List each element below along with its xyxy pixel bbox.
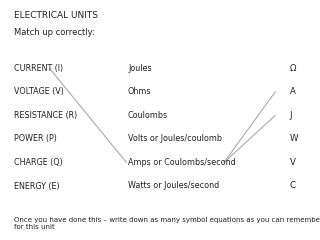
Text: Watts or Joules/second: Watts or Joules/second xyxy=(128,181,219,191)
Text: ENERGY (E): ENERGY (E) xyxy=(14,181,60,191)
Text: VOLTAGE (V): VOLTAGE (V) xyxy=(14,87,64,96)
Text: CHARGE (Q): CHARGE (Q) xyxy=(14,158,63,167)
Text: A: A xyxy=(290,87,295,96)
Text: C: C xyxy=(290,181,296,191)
Text: Ω: Ω xyxy=(290,64,296,73)
Text: J: J xyxy=(290,111,292,120)
Text: Volts or Joules/coulomb: Volts or Joules/coulomb xyxy=(128,134,222,144)
Text: ELECTRICAL UNITS: ELECTRICAL UNITS xyxy=(14,11,99,20)
Text: RESISTANCE (R): RESISTANCE (R) xyxy=(14,111,78,120)
Text: Ohms: Ohms xyxy=(128,87,151,96)
Text: Once you have done this – write down as many symbol equations as you can remembe: Once you have done this – write down as … xyxy=(14,217,320,230)
Text: Match up correctly:: Match up correctly: xyxy=(14,28,95,36)
Text: V: V xyxy=(290,158,295,167)
Text: Coulombs: Coulombs xyxy=(128,111,168,120)
Text: CURRENT (I): CURRENT (I) xyxy=(14,64,64,73)
Text: Joules: Joules xyxy=(128,64,152,73)
Text: W: W xyxy=(290,134,298,144)
Text: POWER (P): POWER (P) xyxy=(14,134,57,144)
Text: Amps or Coulombs/second: Amps or Coulombs/second xyxy=(128,158,236,167)
